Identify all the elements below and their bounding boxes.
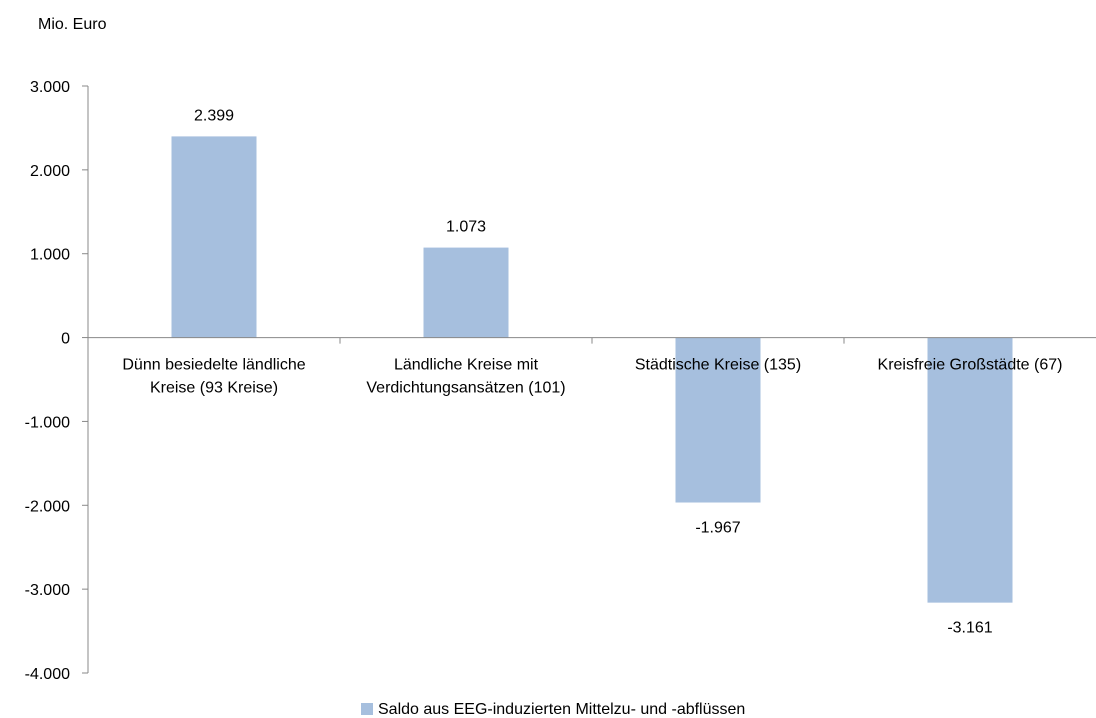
legend-swatch [361, 703, 373, 715]
x-axis: Dünn besiedelte ländliche Kreise (93 Krei… [88, 337, 1096, 397]
data-label: -3.161 [947, 620, 992, 637]
y-tick-label: -1.000 [25, 414, 70, 431]
y-tick-label: 1.000 [30, 247, 70, 264]
y-tick-label: 3.000 [30, 79, 70, 96]
legend-label: Saldo aus EEG-induzierten Mittelzu- und … [378, 701, 745, 718]
legend: Saldo aus EEG-induzierten Mittelzu- und … [361, 701, 745, 718]
y-tick-label: -2.000 [25, 498, 70, 515]
y-tick-label: -4.000 [25, 666, 70, 683]
y-axis-label: Mio. Euro [38, 16, 107, 33]
bar [423, 247, 509, 338]
bar [675, 337, 761, 503]
y-tick-label: 0 [61, 331, 70, 348]
data-label: 2.399 [194, 107, 234, 124]
bar [171, 136, 257, 338]
data-labels: 2.399 1.073 -1.967 -3.161 [194, 107, 993, 636]
y-tick-label: -3.000 [25, 582, 70, 599]
bars-group [171, 136, 1013, 603]
bar [927, 337, 1013, 603]
x-tick-label: Ländliche Kreise mit Verdichtungsansätzen… [366, 357, 565, 397]
x-tick-label: Städtische Kreise (135) [635, 357, 801, 374]
y-axis: 3.000 2.000 1.000 0 -1.000 -2.000 -3.000 -4.000 [25, 79, 89, 683]
data-label: 1.073 [446, 219, 486, 236]
data-label: -1.967 [695, 520, 740, 537]
x-tick-label: Dünn besiedelte ländliche Kreise (93 Krei… [122, 357, 305, 397]
x-tick-label: Kreisfreie Großstädte (67) [878, 357, 1063, 374]
y-tick-label: 2.000 [30, 163, 70, 180]
